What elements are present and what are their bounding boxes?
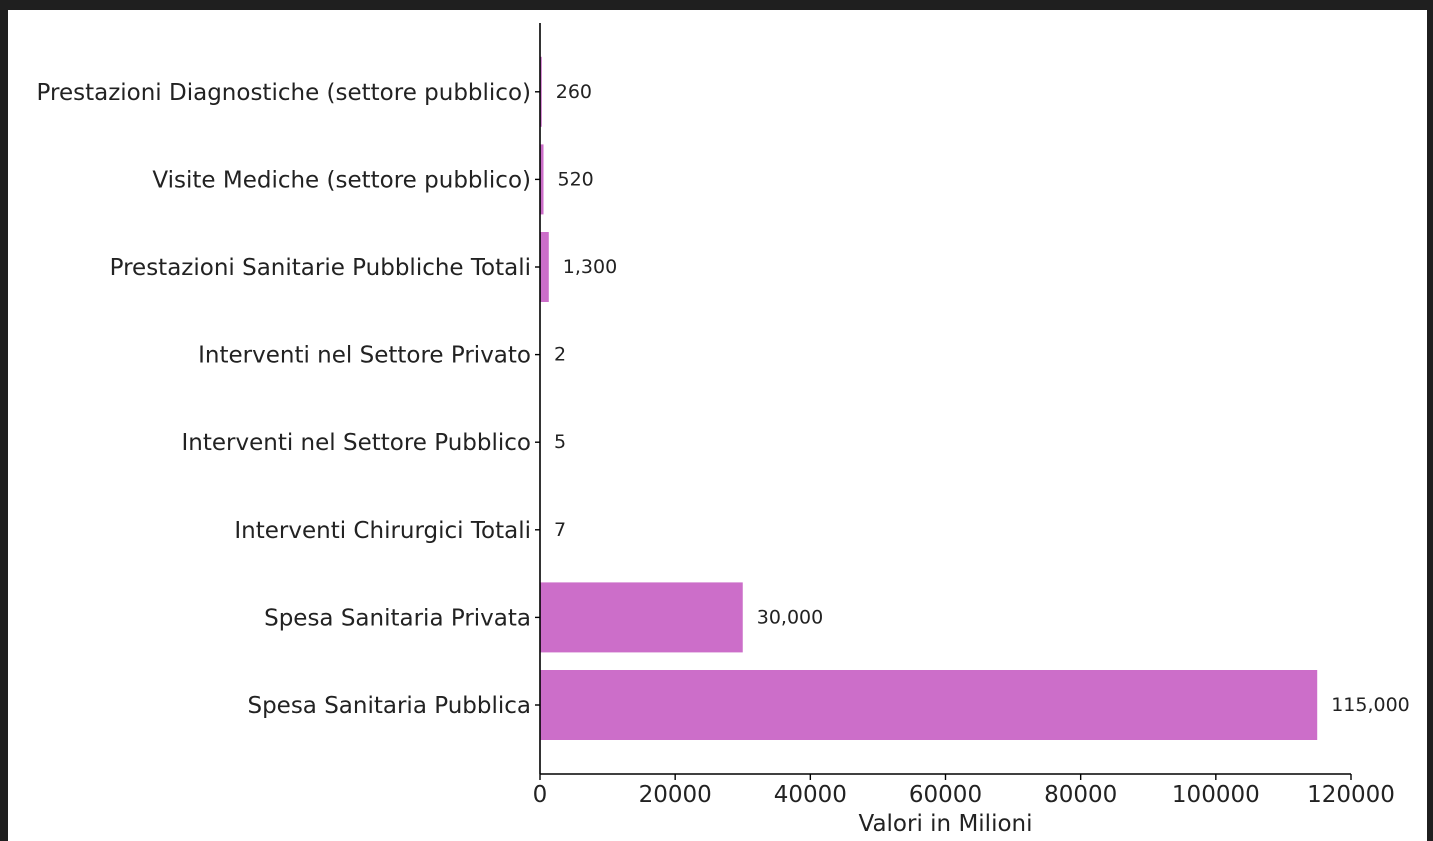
category-label: Visite Mediche (settore pubblico) [152,167,531,193]
bar-value-label: 30,000 [757,606,823,628]
category-label: Spesa Sanitaria Privata [264,605,531,631]
bar-value-label: 7 [554,519,566,541]
x-tick-label: 20000 [639,782,712,808]
category-label: Prestazioni Diagnostiche (settore pubbli… [37,80,531,106]
category-label: Prestazioni Sanitarie Pubbliche Totali [110,255,531,281]
bar-chart: Spesa Sanitaria Pubblica Spesa Sanitaria … [37,23,1410,837]
bar-value-label: 1,300 [563,256,617,278]
x-tick-label: 80000 [1044,782,1117,808]
bar [540,582,743,653]
category-label: Interventi nel Settore Pubblico [182,430,531,456]
bar [540,56,542,127]
bar-value-label: 520 [558,168,594,190]
category-label: Spesa Sanitaria Pubblica [247,693,531,719]
category-label: Interventi Chirurgici Totali [234,518,531,544]
category-label: Interventi nel Settore Privato [198,343,531,369]
bar-value-label: 260 [556,81,592,103]
x-tick-label: 0 [533,782,548,808]
x-tick-label: 100000 [1172,782,1260,808]
x-tick-label: 120000 [1307,782,1395,808]
bar-value-label: 115,000 [1331,694,1410,716]
bar [540,144,544,215]
bar-value-label: 5 [554,431,566,453]
x-tick-label: 60000 [909,782,982,808]
x-axis-title: Valori in Milioni [859,811,1033,837]
chart-frame: Spesa Sanitaria Pubblica Spesa Sanitaria … [8,10,1427,841]
bar [540,670,1318,740]
bar-value-label: 2 [554,344,566,366]
bar [540,232,549,302]
x-tick-label: 40000 [774,782,847,808]
